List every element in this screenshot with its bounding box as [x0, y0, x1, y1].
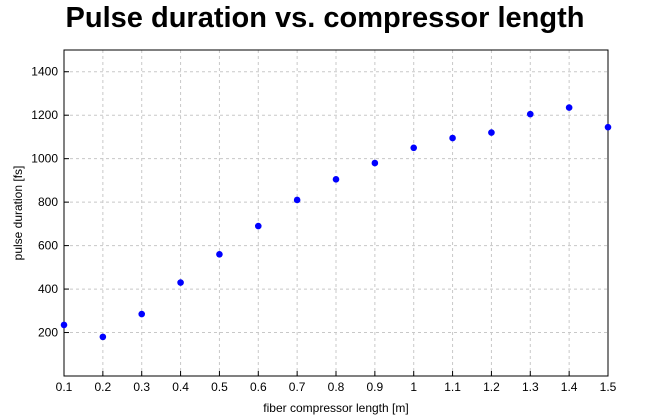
x-tick-label: 1.5	[600, 380, 617, 394]
y-tick-label: 200	[38, 326, 58, 340]
x-tick-label: 0.8	[328, 380, 345, 394]
y-tick-label: 1000	[31, 152, 58, 166]
x-tick-label: 0.6	[250, 380, 267, 394]
data-point	[293, 196, 301, 204]
data-point	[604, 123, 612, 131]
points-layer	[60, 104, 612, 341]
y-tick-label: 800	[38, 195, 58, 209]
x-tick-label: 1.2	[483, 380, 500, 394]
x-tick-label: 0.3	[133, 380, 150, 394]
x-tick-label: 0.2	[95, 380, 112, 394]
x-tick-label: 0.7	[289, 380, 306, 394]
x-axis-label: fiber compressor length [m]	[263, 401, 408, 415]
x-tick-label: 1.3	[522, 380, 539, 394]
data-point	[526, 110, 534, 118]
data-point	[99, 333, 107, 341]
y-tick-label: 600	[38, 239, 58, 253]
data-point	[216, 250, 223, 258]
data-point	[371, 159, 379, 167]
ticks-layer: 0.1 0.2 0.3 0.4 0.5 0.6 0.7 0.8 0.9 1 1.1 1.2 1.3 1.4…	[31, 65, 616, 394]
y-tick-label: 1400	[31, 65, 58, 79]
x-tick-label: 1	[410, 380, 417, 394]
x-tick-label: 0.1	[56, 380, 73, 394]
chart-title: Pulse duration vs. compressor length	[65, 2, 585, 34]
data-point	[138, 310, 146, 318]
y-tick-label: 1200	[31, 108, 58, 122]
x-tick-label: 0.9	[367, 380, 384, 394]
data-point	[177, 279, 184, 286]
x-tick-label: 1.1	[444, 380, 461, 394]
data-point	[488, 129, 495, 136]
y-axis-label: pulse duration [fs]	[11, 166, 25, 261]
data-point	[449, 134, 456, 142]
x-tick-label: 0.5	[211, 380, 228, 394]
data-point	[60, 321, 68, 329]
data-point	[410, 144, 418, 152]
x-tick-label: 1.4	[561, 380, 578, 394]
data-point	[332, 176, 340, 183]
grid-layer	[64, 50, 608, 376]
x-tick-label: 0.4	[172, 380, 189, 394]
data-point	[565, 104, 573, 111]
data-point	[254, 222, 262, 230]
y-tick-label: 400	[38, 282, 58, 296]
